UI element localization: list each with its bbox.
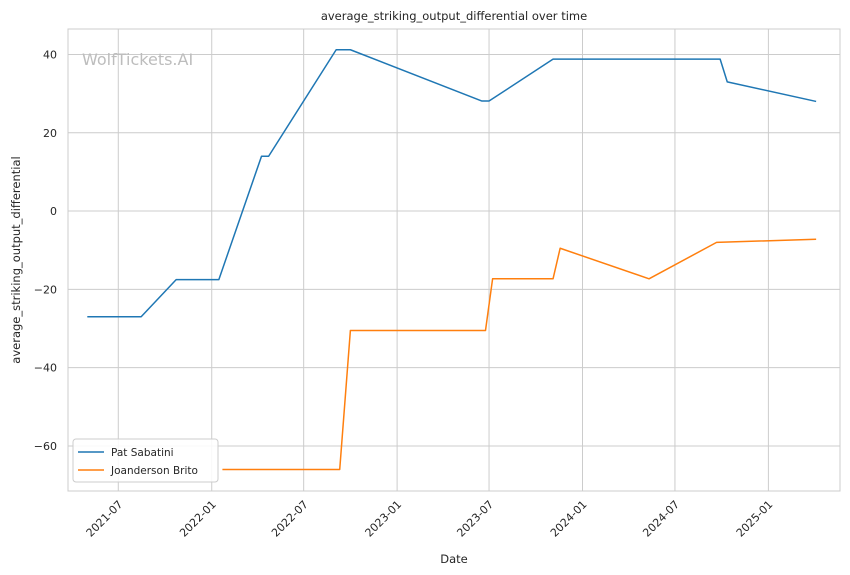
series-layer: [87, 49, 817, 471]
plot-area: [67, 28, 841, 492]
x-tick-label: 2021-07: [84, 498, 126, 540]
y-tick-label: 0: [50, 205, 57, 218]
x-tick-label: 2023-01: [363, 498, 405, 540]
y-tick-label: 20: [43, 127, 57, 140]
x-tick-label: 2023-07: [454, 498, 496, 540]
y-tick-label: −60: [34, 440, 57, 453]
y-tick-label: −40: [34, 362, 57, 375]
chart-title: average_striking_output_differential ove…: [321, 9, 587, 23]
x-tick-label: 2024-07: [640, 498, 682, 540]
x-axis-title: Date: [440, 552, 468, 566]
watermark: WolfTickets.AI: [82, 50, 193, 69]
y-tick-label: 40: [43, 48, 57, 61]
legend-label-joanderson-brito: Joanderson Brito: [110, 465, 198, 477]
x-gridlines: [117, 29, 769, 491]
x-tick-label: 2024-01: [548, 498, 590, 540]
y-axis-ticks: 40 20 0 −20 −40 −60: [34, 48, 57, 453]
x-tick-label: 2022-07: [269, 498, 311, 540]
y-tick-label: −20: [34, 283, 57, 296]
legend-label-pat-sabatini: Pat Sabatini: [111, 447, 174, 459]
legend-box: [72, 438, 219, 483]
x-tick-label: 2022-01: [177, 498, 219, 540]
y-axis-title: average_striking_output_differential: [9, 156, 23, 363]
x-axis-ticks: 2021-07 2022-01 2022-07 2023-01 2023-07 2024-…: [84, 498, 776, 540]
x-tick-label: 2025-01: [734, 498, 776, 540]
series-line-pat-sabatini: [87, 49, 817, 318]
series-line-joanderson-brito: [222, 238, 817, 471]
legend: Pat Sabatini Joanderson Brito: [72, 438, 219, 483]
